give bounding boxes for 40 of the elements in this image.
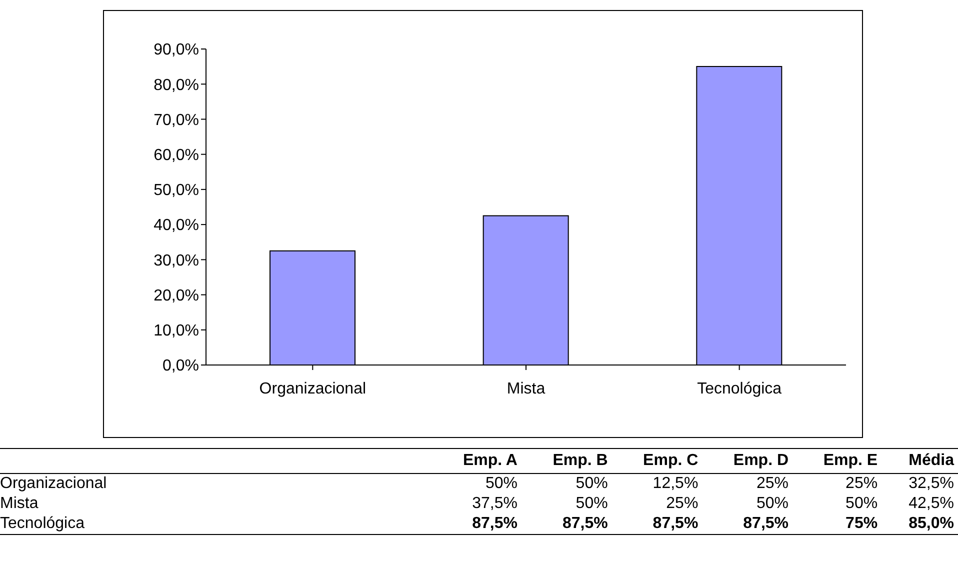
x-tick-label: Tecnológica — [697, 380, 782, 398]
data-label: 87,5% — [652, 514, 700, 534]
text: Tecnológica — [0, 514, 86, 534]
data-label: 37,5% — [471, 494, 518, 514]
y-tick-label: 50,0% — [154, 182, 199, 200]
y-tick-label: 80,0% — [154, 76, 199, 94]
data-label: 25% — [755, 474, 790, 494]
data-label: 87,5% — [561, 514, 609, 534]
text: Mista — [0, 494, 40, 514]
y-tick-label: 10,0% — [154, 322, 199, 340]
data-label: 75% — [844, 514, 879, 534]
data-label: 42,5% — [908, 494, 955, 514]
data-label: 12,5% — [652, 474, 700, 494]
data-label: 87,5% — [742, 514, 790, 534]
data-label: 85,0% — [908, 514, 955, 534]
category-label: Emp. C — [642, 451, 700, 471]
data-label: 87,5% — [471, 514, 518, 534]
category-label: Média — [908, 451, 956, 471]
y-tick-label: 0,0% — [162, 358, 199, 375]
text: Organizacional — [0, 474, 108, 494]
data-label: 32,5% — [908, 474, 955, 494]
y-tick-label: 20,0% — [154, 287, 199, 304]
category-label: Emp. A — [462, 451, 518, 471]
data-label: 50% — [844, 494, 879, 514]
category-label: Emp. B — [552, 451, 609, 471]
y-tick-label: 40,0% — [154, 217, 199, 234]
category-label: Emp. E — [822, 451, 879, 471]
y-tick-label: 90,0% — [154, 42, 199, 59]
data-label: 50% — [755, 494, 790, 514]
data-label: 25% — [844, 474, 879, 494]
y-tick-label: 60,0% — [154, 147, 199, 164]
category-label: Emp. D — [732, 451, 790, 471]
y-tick-label: 70,0% — [154, 112, 199, 129]
y-tick-label: 30,0% — [154, 252, 199, 270]
data-label: 25% — [665, 494, 700, 514]
data-label: 50% — [484, 474, 518, 494]
data-label: 50% — [574, 494, 609, 514]
data-label: 50% — [574, 474, 609, 494]
x-tick-label: Organizacional — [259, 380, 366, 398]
x-tick-label: Mista — [506, 380, 546, 398]
